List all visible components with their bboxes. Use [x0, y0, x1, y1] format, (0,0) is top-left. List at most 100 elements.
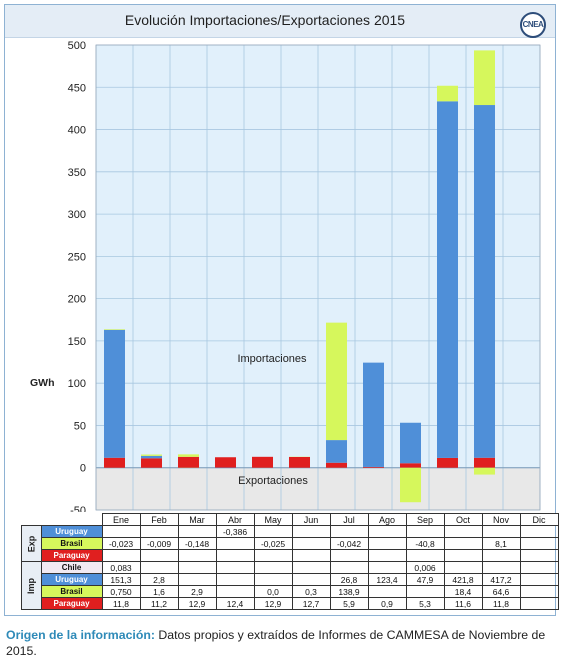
table-cell [481, 525, 521, 538]
table-cell: 26,8 [329, 573, 369, 586]
table-cell: 2,8 [139, 573, 179, 586]
table-cell [139, 525, 179, 538]
table-cell: 417,2 [481, 573, 521, 586]
table-cell [519, 597, 559, 610]
bar-import-paraguay [289, 456, 310, 468]
table-cell [519, 561, 559, 574]
table-cell: 47,9 [405, 573, 445, 586]
table-cell: -0,148 [177, 537, 217, 550]
table-cell [519, 573, 559, 586]
y-axis-label: GWh [30, 377, 55, 389]
table-cell [443, 537, 483, 550]
table-cell [101, 525, 141, 538]
table-corner [22, 514, 103, 526]
table-cell [443, 525, 483, 538]
table-cell: 64,6 [481, 585, 521, 598]
month-header: Abr [215, 513, 255, 526]
bar-chart: -50 0 50 100 150 200 250 300 350 400 450 500 GWh Impo… [30, 40, 541, 512]
table-cell: 2,9 [177, 585, 217, 598]
table-cell: 18,4 [443, 585, 483, 598]
table-row: Imp Chile 0,083 0,006 [21, 561, 559, 610]
series-label-brasil: Brasil [40, 585, 103, 598]
bar-import-paraguay [141, 458, 162, 468]
table-cell [329, 525, 369, 538]
group-label-imp: Imp [21, 561, 42, 610]
table-cell: 138,9 [329, 585, 369, 598]
cnea-logo: CNEA [520, 12, 546, 38]
table-cell: 12,7 [291, 597, 331, 610]
table-cell: 12,9 [253, 597, 293, 610]
table-row: Brasil 0,750 1,6 2,9 0,0 0,3 138,9 18,4 64,6 [22, 585, 559, 598]
table-cell [291, 537, 331, 550]
table-cell [405, 585, 445, 598]
table-cell: 11,6 [443, 597, 483, 610]
bar-export-brasil [400, 467, 421, 503]
group-label-text: Exp [26, 535, 37, 552]
table-cell: 421,8 [443, 573, 483, 586]
series-label-uruguay: Uruguay [40, 573, 103, 586]
table-row: Uruguay 151,3 2,8 26,8 123,4 47,9 421,8 417,2 [22, 573, 559, 586]
table-cell [177, 549, 217, 562]
bar-import-brasil [474, 50, 495, 106]
bar-import-paraguay [474, 457, 495, 468]
bar-import-uruguay [474, 105, 495, 458]
series-label-paraguay: Paraguay [40, 549, 103, 562]
month-header: Ene [101, 513, 141, 526]
table-cell [443, 549, 483, 562]
table-cell [367, 561, 407, 574]
bar-import-paraguay [400, 463, 421, 468]
table-cell [253, 573, 293, 586]
y-tick-label: 200 [68, 294, 86, 306]
table-cell: 0,3 [291, 585, 331, 598]
chart-title-text: Evolución Importaciones/Exportaciones [124, 12, 371, 28]
month-header: Jul [329, 513, 369, 526]
y-tick-label: 250 [68, 251, 86, 263]
group-label-text: Imp [26, 577, 37, 594]
table-cell [139, 561, 179, 574]
table-cell [519, 549, 559, 562]
bar-import-brasil [104, 329, 125, 330]
bar-import-uruguay [400, 422, 421, 464]
y-tick-label: 450 [68, 82, 86, 94]
series-label-brasil: Brasil [40, 537, 103, 550]
imports-annotation: Importaciones [237, 353, 307, 365]
table-cell [177, 561, 217, 574]
table-cell: 11,2 [139, 597, 179, 610]
table-cell [367, 549, 407, 562]
table-cell [177, 525, 217, 538]
table-cell [291, 549, 331, 562]
data-table: Ene Feb Mar Abr May Jun Jul Ago Sep Oct Nov Dic Exp U… [21, 513, 559, 610]
table-cell: 11,8 [101, 597, 141, 610]
table-cell: -0,042 [329, 537, 369, 550]
table-cell [367, 525, 407, 538]
table-cell [329, 549, 369, 562]
table-cell [253, 525, 293, 538]
table-cell: 12,4 [215, 597, 255, 610]
y-tick-label: 400 [68, 125, 86, 137]
bar-import-brasil [326, 322, 347, 441]
table-cell: 0,750 [101, 585, 141, 598]
table-cell: 5,3 [405, 597, 445, 610]
month-header: Dic [519, 513, 559, 526]
y-tick-label: 0 [80, 463, 86, 475]
table-cell [215, 549, 255, 562]
table-cell: -40,8 [405, 537, 445, 550]
month-header: Oct [443, 513, 483, 526]
table-cell [405, 525, 445, 538]
bar-import-uruguay [363, 362, 384, 467]
table-cell: 0,0 [253, 585, 293, 598]
table-row: Brasil -0,023 -0,009 -0,148 -0,025 -0,042 -40,… [22, 537, 559, 550]
table-cell: 0,006 [405, 561, 445, 574]
table-row: Paraguay [22, 549, 559, 562]
bar-import-paraguay [363, 466, 384, 468]
bar-import-brasil [437, 85, 458, 102]
table-cell: 0,9 [367, 597, 407, 610]
table-cell: 1,6 [139, 585, 179, 598]
table-cell: -0,023 [101, 537, 141, 550]
exports-annotation: Exportaciones [238, 475, 308, 487]
table-cell [519, 537, 559, 550]
bar-import-uruguay [141, 455, 162, 459]
table-cell: -0,025 [253, 537, 293, 550]
table-cell: 0,083 [101, 561, 141, 574]
table-cell [139, 549, 179, 562]
